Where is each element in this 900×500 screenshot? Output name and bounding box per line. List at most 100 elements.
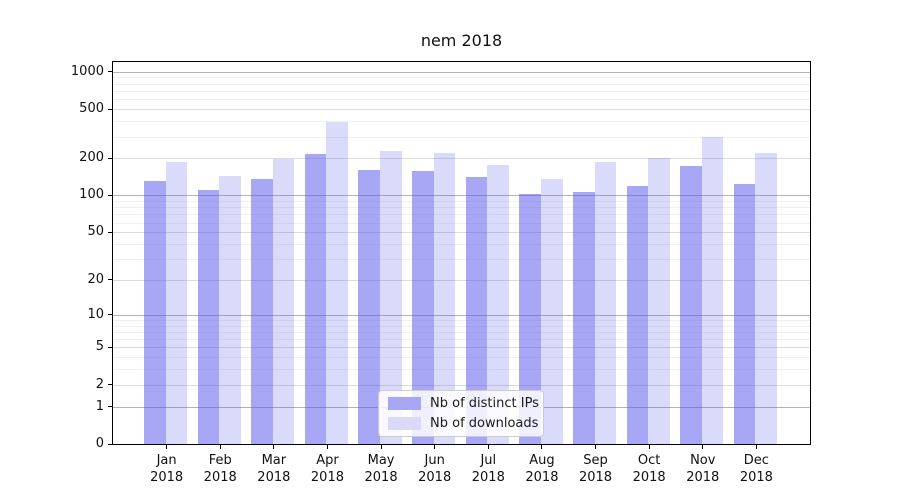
- x-tick-mark: [326, 444, 328, 449]
- x-tick-mark: [219, 444, 221, 449]
- grid-line-minor: [113, 331, 810, 333]
- x-tick-month: Jun: [424, 453, 445, 468]
- grid-line-minor: [113, 369, 810, 371]
- grid-line-minor: [113, 259, 810, 260]
- legend: Nb of distinct IPs Nb of downloads: [378, 390, 544, 437]
- grid-line: [113, 279, 810, 281]
- grid-line-minor: [113, 91, 810, 92]
- legend-label-downloads: Nb of downloads: [430, 416, 539, 431]
- grid-line: [113, 314, 810, 316]
- y-tick-label: 20: [87, 271, 104, 287]
- y-tick-mark: [108, 406, 113, 408]
- bar-downloads: [380, 150, 402, 444]
- x-tick-mark: [755, 444, 757, 449]
- legend-item-distinct-ips: Nb of distinct IPs: [388, 396, 539, 411]
- bar-distinct-ips: [144, 180, 166, 444]
- bar-downloads: [701, 136, 724, 444]
- grid-line-minor: [113, 77, 810, 79]
- bar-downloads: [487, 164, 509, 444]
- x-tick-label: May 2018: [341, 452, 421, 486]
- x-tick-year: 2018: [471, 470, 505, 485]
- grid-line: [113, 232, 810, 234]
- x-tick-year: 2018: [203, 470, 237, 485]
- x-tick-month: Jul: [480, 453, 497, 468]
- x-tick-mark: [702, 444, 704, 449]
- grid-line: [113, 158, 810, 160]
- x-tick-mark: [434, 444, 436, 449]
- y-tick-label: 1: [95, 398, 104, 414]
- y-tick-label: 0: [95, 436, 104, 451]
- y-tick-label: 200: [79, 150, 104, 166]
- bar-distinct-ips: [197, 190, 220, 444]
- x-tick-mark: [380, 444, 382, 449]
- y-tick-mark: [108, 314, 113, 316]
- x-tick-month: Aug: [529, 453, 555, 468]
- x-tick-mark: [166, 444, 168, 449]
- grid-line-minor: [113, 99, 810, 101]
- bar-distinct-ips: [412, 170, 434, 444]
- grid-line-minor: [113, 121, 810, 123]
- x-tick-label: Mar 2018: [234, 452, 314, 486]
- grid-line: [113, 195, 810, 197]
- y-tick-label: 10: [87, 306, 104, 322]
- x-tick-label: Dec 2018: [716, 452, 796, 486]
- chart-title: nem 2018: [420, 31, 503, 50]
- legend-label-distinct-ips: Nb of distinct IPs: [430, 396, 539, 411]
- legend-swatch-downloads: [388, 417, 421, 430]
- y-tick-mark: [108, 279, 113, 281]
- bar-downloads: [219, 175, 241, 444]
- x-tick-year: 2018: [686, 470, 720, 485]
- bar-distinct-ips: [572, 192, 595, 444]
- x-tick-year: 2018: [150, 470, 184, 485]
- x-tick-label: Nov 2018: [663, 452, 743, 486]
- x-tick-label: Jul 2018: [448, 452, 528, 486]
- x-tick-month: Feb: [208, 453, 232, 468]
- grid-line-minor: [113, 207, 810, 209]
- y-tick-mark: [108, 157, 113, 159]
- y-tick-mark: [108, 71, 113, 73]
- x-tick-month: Apr: [316, 453, 339, 468]
- y-tick-mark: [108, 443, 113, 445]
- plot-area: [112, 61, 811, 445]
- x-tick-mark: [273, 444, 275, 449]
- x-tick-month: Jan: [156, 453, 177, 468]
- x-tick-mark: [648, 444, 650, 449]
- x-tick-year: 2018: [525, 470, 559, 485]
- bar-downloads: [648, 158, 670, 444]
- bar-distinct-ips: [465, 177, 488, 444]
- grid-line-minor: [113, 222, 810, 224]
- x-tick-month: Oct: [637, 453, 661, 468]
- legend-swatch-distinct-ips: [388, 397, 421, 410]
- y-tick-label: 1000: [70, 63, 104, 79]
- x-tick-year: 2018: [739, 470, 773, 485]
- x-tick-year: 2018: [364, 470, 398, 485]
- x-tick-label: Sep 2018: [556, 452, 636, 486]
- bar-downloads: [594, 162, 617, 444]
- grid-line: [113, 347, 810, 349]
- bar-distinct-ips: [519, 194, 541, 444]
- x-tick-label: Jan 2018: [127, 452, 207, 486]
- x-tick-month: Dec: [743, 453, 769, 468]
- bar-distinct-ips: [358, 169, 381, 444]
- grid-line-minor: [113, 319, 810, 321]
- bar-distinct-ips: [733, 183, 756, 444]
- x-tick-mark: [487, 444, 489, 449]
- y-tick-label: 5: [95, 339, 104, 355]
- y-tick-label: 2: [95, 376, 104, 392]
- x-tick-label: Oct 2018: [609, 452, 689, 486]
- grid-line-minor: [113, 357, 810, 359]
- x-tick-label: Apr 2018: [287, 452, 367, 486]
- grid-line: [113, 384, 810, 386]
- grid-line-minor: [113, 243, 810, 245]
- x-tick-label: Jun 2018: [395, 452, 475, 486]
- grid-line-minor: [113, 325, 810, 327]
- bar-distinct-ips: [251, 179, 273, 444]
- grid-line: [113, 109, 810, 111]
- x-tick-month: May: [367, 453, 395, 468]
- bar-downloads: [755, 152, 777, 444]
- y-tick-mark: [108, 384, 113, 386]
- bar-downloads: [165, 162, 188, 444]
- grid-line-minor: [113, 136, 810, 138]
- y-tick-label: 50: [87, 224, 104, 240]
